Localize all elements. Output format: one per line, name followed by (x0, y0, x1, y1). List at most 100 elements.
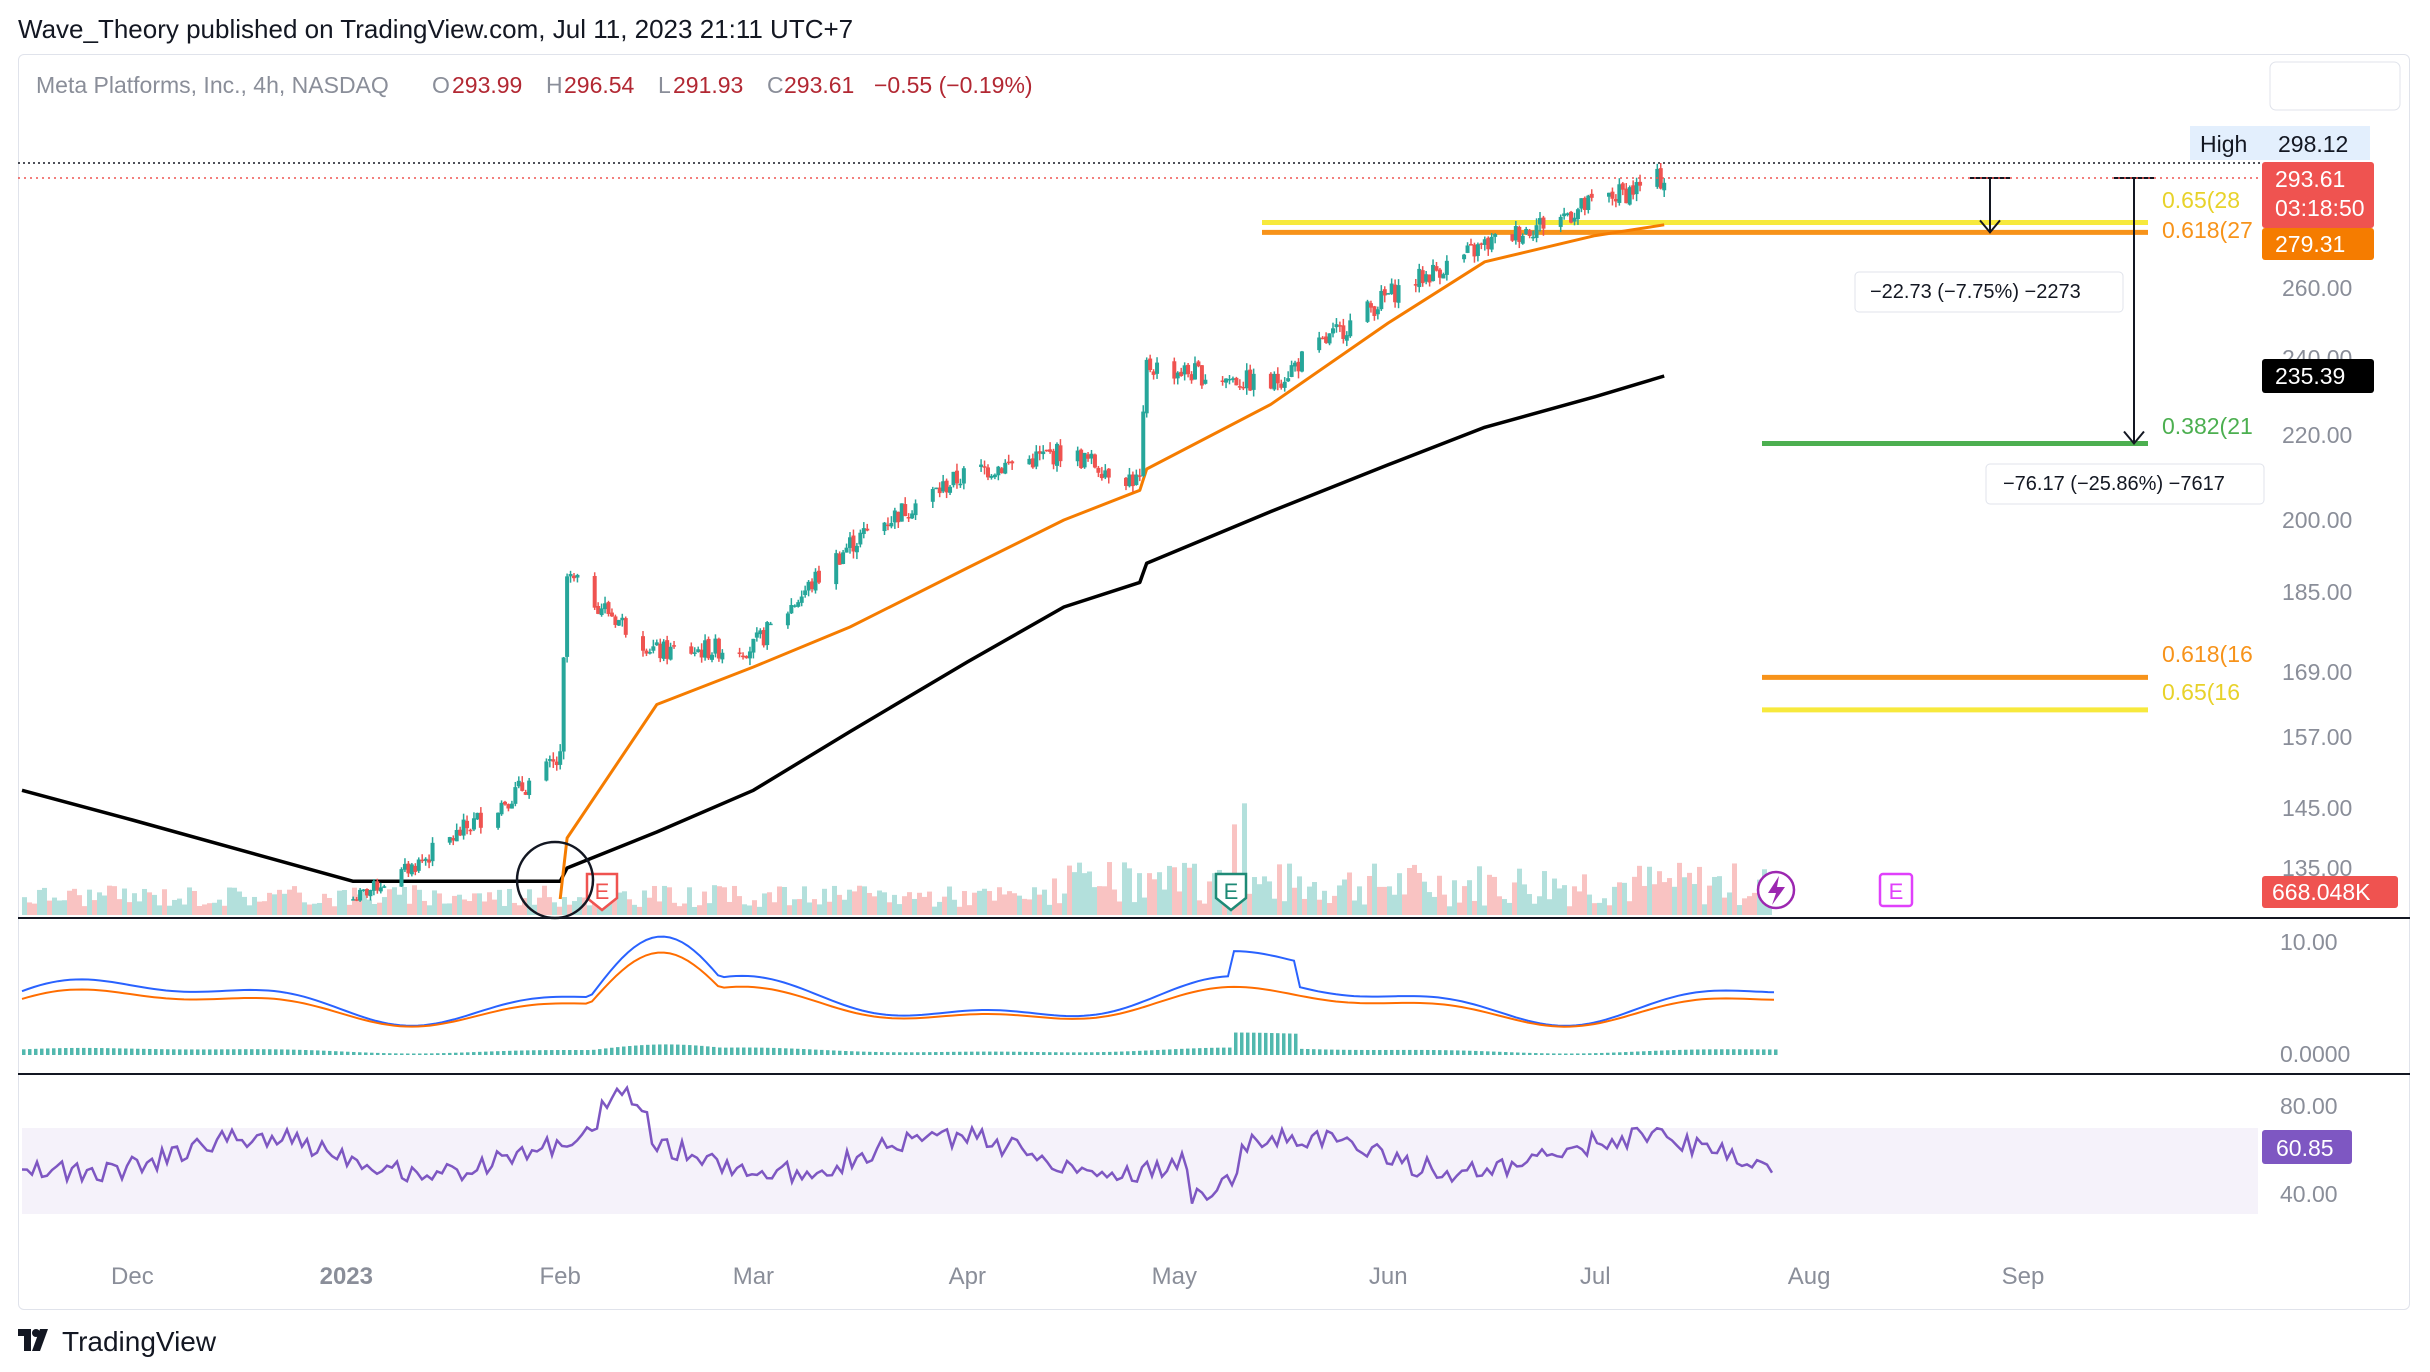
volume-bar (1067, 865, 1072, 915)
candle (1517, 225, 1522, 249)
earnings-marker-feb[interactable]: E (585, 872, 619, 912)
macd-histogram-bar (754, 1047, 758, 1055)
volume-bar (1112, 889, 1117, 915)
measure-arrow-long[interactable] (2114, 177, 2154, 446)
macd-histogram-bar (652, 1044, 656, 1055)
candle (1427, 274, 1432, 287)
candle (1048, 442, 1053, 454)
volume-bar (1232, 824, 1237, 915)
earnings-marker-apr[interactable]: E (1214, 872, 1248, 912)
volume-bar (782, 886, 787, 915)
volume-bar (147, 892, 152, 915)
volume-bar (862, 886, 867, 915)
candle (858, 529, 863, 548)
volume-badge: 668.048K (2262, 876, 2398, 908)
volume-bar (772, 902, 777, 915)
volume-bar (627, 899, 632, 915)
candle (454, 823, 459, 842)
volume-bar (302, 902, 307, 915)
candle (1482, 236, 1487, 251)
volume-bar (1477, 866, 1482, 915)
earnings-label: E (595, 879, 610, 904)
candle (1334, 318, 1339, 333)
price-tick: 157.00 (2282, 724, 2352, 750)
rsi-badge: 60.85 (2262, 1130, 2352, 1164)
drawing-circle[interactable] (515, 840, 595, 920)
volume-bar (827, 901, 832, 915)
candle (496, 812, 501, 830)
macd-histogram-bar (1000, 1051, 1004, 1055)
macd-histogram-bar (928, 1052, 932, 1055)
macd-histogram-bar (1006, 1051, 1010, 1055)
macd-histogram-bar (664, 1044, 668, 1055)
macd-histogram-bar (808, 1049, 812, 1055)
macd-histogram-bar (130, 1048, 134, 1055)
macd-histogram-bar (1540, 1053, 1544, 1055)
candle (1382, 286, 1387, 303)
volume-bar (137, 901, 142, 915)
candle (1579, 198, 1584, 213)
candle (899, 503, 904, 522)
macd-histogram-bar (388, 1053, 392, 1055)
volume-bar (132, 893, 137, 915)
volume-bar (522, 898, 527, 915)
candle (930, 486, 935, 508)
macd-histogram-bar (646, 1044, 650, 1055)
volume-bar (647, 897, 652, 915)
volume-bar (1347, 872, 1352, 915)
macd-histogram-bar (700, 1045, 704, 1055)
time-axis[interactable]: Dec 2023 Feb Mar Apr May Jun Jul Aug Sep (111, 1263, 2044, 1290)
tradingview-brand[interactable]: TradingView (62, 1326, 217, 1357)
volume-bar (1192, 863, 1197, 915)
measure-arrow-short[interactable] (1970, 177, 2010, 234)
candle (1337, 321, 1342, 333)
measure-box-long[interactable] (1985, 463, 2265, 505)
macd-histogram-bar (1468, 1050, 1472, 1055)
candle (361, 889, 366, 892)
candle (1251, 368, 1256, 397)
volume-bar (982, 888, 987, 915)
volume-bar (257, 901, 262, 915)
volume-bar (72, 888, 77, 915)
volume-bar (572, 901, 577, 915)
rsi-tick: 80.00 (2280, 1093, 2338, 1119)
candle (951, 471, 956, 488)
candle (1299, 350, 1304, 373)
candle (996, 465, 1001, 481)
macd-histogram-bar (484, 1051, 488, 1055)
tradingview-logo-icon[interactable] (18, 1325, 52, 1359)
time-label: Apr (949, 1263, 986, 1290)
volume-bar (127, 902, 132, 915)
macd-histogram-bar (112, 1048, 116, 1055)
macd-histogram-bar (46, 1048, 50, 1055)
candle (882, 521, 887, 536)
macd-histogram-bar (1696, 1049, 1700, 1055)
macd-histogram-bar (1612, 1052, 1616, 1055)
candle (1420, 266, 1425, 287)
candle (720, 649, 725, 664)
earnings-marker-future[interactable]: E (1878, 872, 1914, 908)
time-label: Sep (2002, 1263, 2045, 1290)
candle (1510, 234, 1515, 242)
candle (565, 573, 570, 663)
macd-histogram-bar (364, 1052, 368, 1055)
volume-bar (352, 887, 357, 915)
volume-bar (1137, 873, 1142, 915)
candle (934, 487, 939, 490)
candle (986, 464, 990, 481)
macd-histogram-bar (1102, 1052, 1106, 1055)
time-label: Feb (540, 1263, 581, 1290)
macd-histogram-bar (1258, 1032, 1262, 1055)
volume-bar (282, 893, 287, 915)
chart-control-box[interactable] (2269, 61, 2401, 111)
measure-box-short[interactable] (1854, 271, 2124, 313)
volume-bar (1467, 880, 1472, 915)
dividend-marker[interactable] (1756, 870, 1796, 910)
macd-histogram-bar (184, 1049, 188, 1055)
volume-bar (1572, 886, 1577, 915)
candle (461, 813, 466, 840)
volume-bar (1202, 903, 1207, 915)
volume-bar (1472, 900, 1477, 915)
volume-bar (1682, 877, 1687, 915)
